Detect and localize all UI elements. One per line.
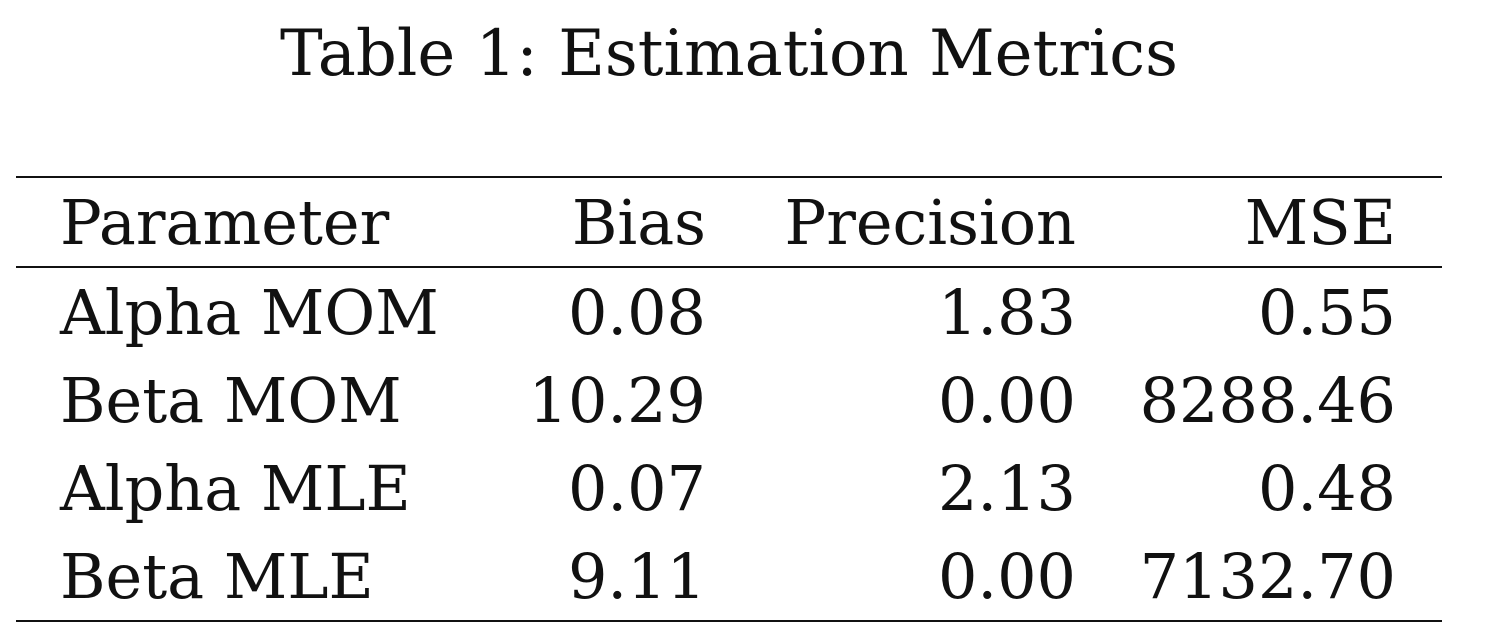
cell-precision: 0.00 xyxy=(937,363,1076,437)
metrics-table: Parameter Bias Precision MSE Alpha MOM 0… xyxy=(16,176,1442,622)
metrics-table-container: Parameter Bias Precision MSE Alpha MOM 0… xyxy=(16,176,1442,622)
cell-spacer xyxy=(1396,532,1442,621)
cell-parameter: Beta MLE xyxy=(60,539,374,613)
cell-bias: 0.08 xyxy=(567,275,706,349)
table-row: Beta MOM 10.29 0.00 8288.46 xyxy=(16,356,1442,444)
cell-bias: 10.29 xyxy=(528,363,707,437)
header-precision: Precision xyxy=(784,185,1076,259)
cell-spacer xyxy=(1396,444,1442,532)
header-mse: MSE xyxy=(1244,185,1396,259)
cell-precision: 1.83 xyxy=(937,275,1076,349)
cell-parameter: Alpha MLE xyxy=(60,451,411,525)
header-row: Parameter Bias Precision MSE xyxy=(16,177,1442,267)
cell-parameter: Beta MOM xyxy=(60,363,402,437)
table-row: Beta MLE 9.11 0.00 7132.70 xyxy=(16,532,1442,621)
cell-bias: 0.07 xyxy=(567,451,706,525)
table-row: Alpha MOM 0.08 1.83 0.55 xyxy=(16,267,1442,356)
header-bias: Bias xyxy=(571,185,706,259)
header-parameter: Parameter xyxy=(60,185,390,259)
cell-precision: 2.13 xyxy=(937,451,1076,525)
cell-spacer xyxy=(1396,267,1442,356)
header-spacer xyxy=(1396,177,1442,267)
table-caption: Table 1: Estimation Metrics xyxy=(280,17,1178,91)
cell-bias: 9.11 xyxy=(567,539,706,613)
cell-parameter: Alpha MOM xyxy=(60,275,439,349)
cell-precision: 0.00 xyxy=(937,539,1076,613)
cell-spacer xyxy=(1396,356,1442,444)
cell-mse: 7132.70 xyxy=(1139,539,1396,613)
cell-mse: 0.48 xyxy=(1257,451,1396,525)
cell-mse: 8288.46 xyxy=(1139,363,1396,437)
table-row: Alpha MLE 0.07 2.13 0.48 xyxy=(16,444,1442,532)
cell-mse: 0.55 xyxy=(1257,275,1396,349)
